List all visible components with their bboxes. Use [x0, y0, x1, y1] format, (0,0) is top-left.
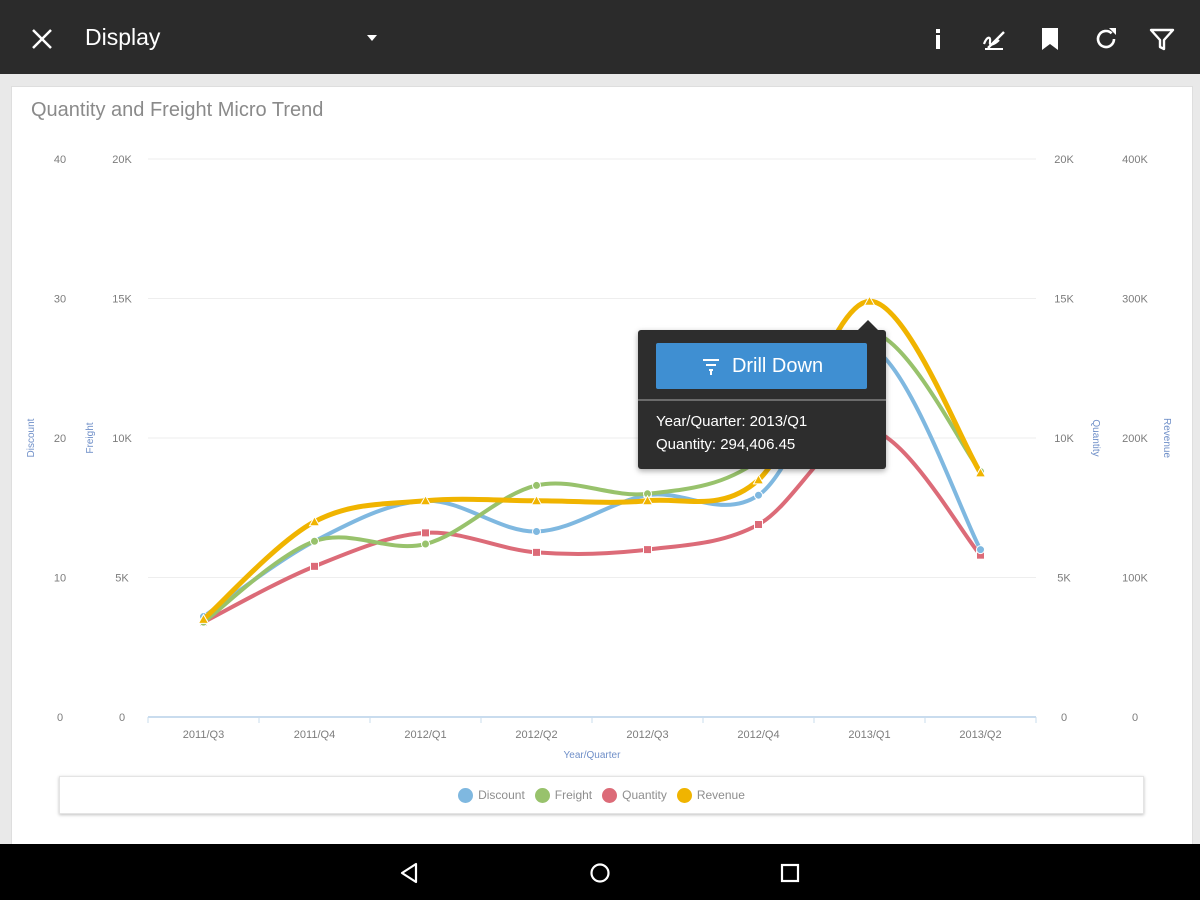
- discount-tick-label: 10: [54, 573, 66, 585]
- recents-icon[interactable]: [775, 858, 805, 888]
- freight-tick-label: 15K: [112, 294, 132, 306]
- navigation-bar: [0, 844, 1200, 900]
- drill-down-button[interactable]: Drill Down: [656, 343, 867, 389]
- filter-icon[interactable]: [1145, 22, 1179, 56]
- x-axis-title: Year/Quarter: [564, 750, 622, 761]
- back-icon[interactable]: [395, 858, 425, 888]
- quantity-point: [643, 545, 652, 555]
- revenue-axis-title: Revenue: [1161, 418, 1172, 458]
- freight-tick-label: 20K: [112, 154, 132, 166]
- freight-point: [532, 480, 541, 490]
- legend-swatch: [534, 787, 550, 803]
- revenue-point: [308, 515, 321, 527]
- refresh-icon[interactable]: [1089, 22, 1123, 56]
- x-tick-label: 2013/Q1: [848, 729, 890, 741]
- annotate-icon[interactable]: [977, 22, 1011, 56]
- x-tick-label: 2012/Q2: [515, 729, 557, 741]
- bookmark-icon[interactable]: [1033, 22, 1067, 56]
- legend-label: Discount: [478, 788, 525, 802]
- revenue-point: [530, 494, 543, 506]
- revenue-tick-label: 100K: [1122, 573, 1148, 585]
- info-icon[interactable]: [921, 22, 955, 56]
- revenue-tick-label: 400K: [1122, 154, 1148, 166]
- discount-tick-label: 30: [54, 294, 66, 306]
- quantity-tick-label: 10K: [1054, 433, 1074, 445]
- quantity-point: [421, 528, 430, 538]
- revenue-point: [974, 466, 987, 478]
- freight-point: [421, 539, 430, 549]
- legend-swatch: [676, 787, 692, 803]
- quantity-tick-label: 15K: [1054, 294, 1074, 306]
- quantity-point: [310, 561, 319, 571]
- discount-tick-label: 0: [57, 712, 63, 724]
- discount-point: [976, 545, 985, 555]
- x-tick-label: 2013/Q2: [959, 729, 1001, 741]
- chart-title: Quantity and Freight Micro Trend: [31, 99, 324, 121]
- legend-item-quantity[interactable]: Quantity: [602, 787, 667, 803]
- tooltip-divider: [638, 399, 886, 401]
- legend-item-discount[interactable]: Discount: [458, 787, 525, 803]
- legend-item-freight[interactable]: Freight: [534, 787, 593, 803]
- revenue-tick-label: 0: [1132, 712, 1138, 724]
- revenue-tick-label: 200K: [1122, 433, 1148, 445]
- data-tooltip: Drill Down Year/Quarter: 2013/Q1 Quantit…: [638, 330, 886, 469]
- x-tick-label: 2012/Q4: [737, 729, 779, 741]
- page-title: Display: [85, 24, 161, 50]
- tooltip-value: Quantity: 294,406.45: [656, 436, 796, 453]
- legend-swatch: [458, 787, 474, 803]
- app-bar: Display: [0, 0, 1200, 74]
- freight-axis-title: Freight: [85, 422, 96, 453]
- chart-legend: Discount Freight Quantity Revenue: [59, 776, 1144, 814]
- drill-down-icon: [702, 359, 719, 375]
- line-chart[interactable]: 0 10 20 30 40 0 5K 10K 15K 20K 0 5K 10K 15K 20K 0 100K 20…: [12, 87, 1192, 767]
- quantity-tick-label: 5K: [1057, 573, 1071, 585]
- revenue-point: [419, 494, 432, 506]
- quantity-tick-label: 0: [1061, 712, 1067, 724]
- quantity-point: [532, 547, 541, 557]
- quantity-axis-title: Quantity: [1090, 419, 1101, 456]
- legend-item-revenue[interactable]: Revenue: [676, 787, 745, 803]
- x-tick-label: 2011/Q4: [294, 729, 335, 741]
- quantity-tick-label: 20K: [1054, 154, 1074, 166]
- x-tick-label: 2012/Q3: [626, 729, 668, 741]
- revenue-point: [863, 295, 876, 306]
- revenue-point: [197, 613, 210, 624]
- revenue-point: [752, 473, 765, 485]
- tooltip-category: Year/Quarter: 2013/Q1: [656, 413, 808, 430]
- drill-down-label: Drill Down: [731, 354, 824, 377]
- quantity-point: [754, 519, 763, 529]
- legend-label: Quantity: [622, 788, 667, 802]
- revenue-tick-label: 300K: [1122, 294, 1148, 306]
- legend-swatch: [602, 787, 618, 803]
- freight-tick-label: 0: [119, 712, 125, 724]
- discount-point: [754, 490, 763, 500]
- revenue-point: [641, 494, 654, 506]
- freight-tick-label: 5K: [115, 573, 129, 585]
- freight-point: [310, 536, 319, 546]
- freight-tick-label: 10K: [112, 433, 132, 445]
- tooltip-arrow: [858, 320, 878, 330]
- close-icon[interactable]: [22, 19, 62, 59]
- discount-axis-title: Discount: [26, 418, 37, 457]
- discount-tick-label: 20: [54, 433, 66, 445]
- chart-card: Quantity and Freight Micro Trend 0 10 20 30…: [11, 86, 1193, 848]
- legend-label: Revenue: [696, 788, 745, 802]
- discount-point: [532, 526, 541, 536]
- x-tick-label: 2011/Q3: [183, 729, 224, 741]
- dropdown-arrow-icon[interactable]: [358, 26, 386, 50]
- x-tick-label: 2012/Q1: [404, 729, 446, 741]
- home-icon[interactable]: [585, 858, 615, 888]
- legend-label: Freight: [554, 788, 593, 802]
- discount-tick-label: 40: [54, 154, 66, 166]
